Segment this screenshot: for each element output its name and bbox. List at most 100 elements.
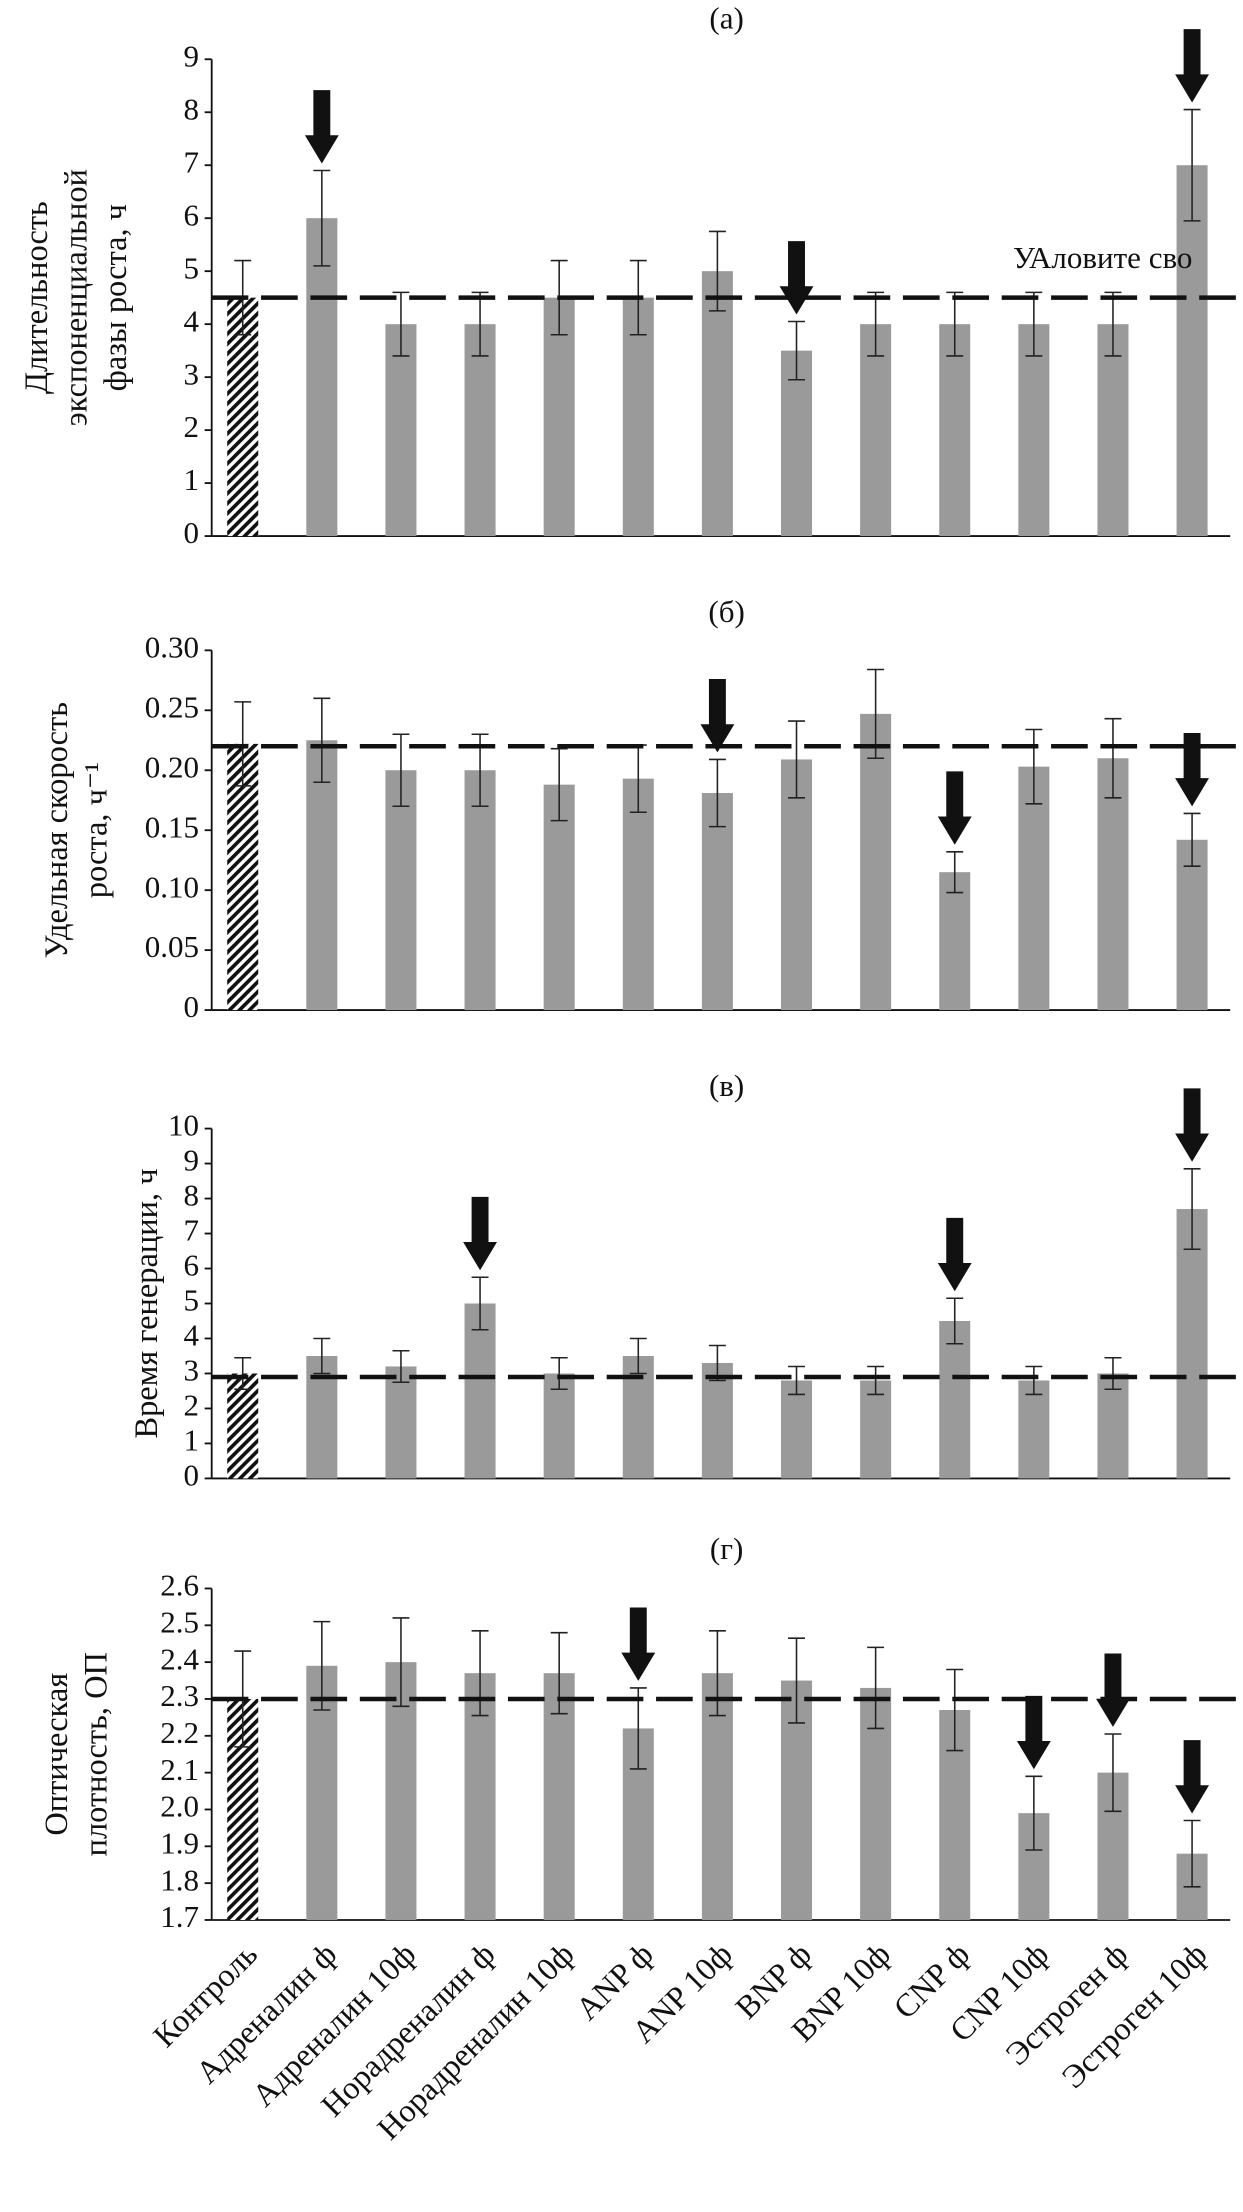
bar: [306, 218, 338, 537]
y-tick-label: 2.6: [160, 1568, 199, 1603]
bar: [860, 324, 892, 537]
error-bar: [313, 1620, 331, 1711]
y-tick-label: 9: [183, 38, 199, 73]
error-bar: [788, 1637, 805, 1724]
bar: [622, 1355, 654, 1479]
y-axis-label: плотность, ОП: [78, 1652, 114, 1856]
bar: [385, 324, 417, 537]
y-tick-label: 6: [183, 1248, 199, 1283]
bar: [385, 1366, 417, 1479]
error-bar: [708, 758, 726, 828]
arrow: [304, 90, 339, 164]
y-tick-label: 0.30: [145, 629, 199, 664]
error-bar: [946, 1297, 964, 1345]
y-tick-label: 5: [183, 250, 199, 285]
y-tick-label: 0.25: [145, 689, 199, 724]
y-axis-label: фазы роста, ч: [98, 204, 134, 391]
error-bar: [313, 169, 331, 267]
error-bar: [1183, 812, 1201, 867]
y-axis-label: роста, ч⁻¹: [78, 762, 114, 898]
y-axis-label: Длительность: [19, 201, 55, 394]
y-tick-label: 1.7: [160, 1899, 199, 1934]
y-tick-label: 0: [183, 989, 199, 1024]
error-bar: [1104, 1733, 1122, 1813]
bar: [1097, 1373, 1129, 1479]
error-bar: [1104, 291, 1122, 357]
error-bar: [1025, 1775, 1043, 1851]
bar: [1018, 324, 1050, 537]
y-tick-label: 2.2: [160, 1715, 199, 1750]
error-bar: [629, 1337, 647, 1375]
bar: [464, 1303, 496, 1479]
y-tick-label: 1.8: [160, 1862, 199, 1897]
y-tick-label: 1.9: [160, 1825, 199, 1860]
y-tick-label: 10: [168, 1108, 199, 1143]
error-bar: [1183, 108, 1201, 222]
y-tick-label: 0: [183, 515, 199, 550]
y-tick-label: 2: [183, 1388, 199, 1423]
bar: [227, 297, 259, 537]
error-bar: [392, 1349, 410, 1383]
arrow: [621, 1607, 656, 1681]
error-bar: [550, 747, 568, 822]
error-bar: [313, 1337, 331, 1375]
bar: [1018, 1380, 1050, 1479]
error-bar: [788, 720, 805, 799]
error-bar: [867, 1646, 885, 1730]
arrow: [937, 771, 972, 845]
error-bar: [1183, 1168, 1201, 1251]
error-bar: [1025, 1365, 1043, 1396]
error-bar: [788, 320, 805, 381]
bar: [860, 713, 892, 1011]
y-tick-label: 6: [183, 197, 199, 232]
y-tick-label: 0.10: [145, 869, 199, 904]
y-axis-label: Удельная скорость: [39, 702, 75, 958]
error-bar: [471, 291, 489, 357]
bar: [306, 1355, 338, 1479]
y-tick-label: 8: [183, 91, 199, 126]
error-bar: [1183, 1819, 1201, 1888]
panel-title: (б): [708, 594, 744, 629]
bar: [1018, 766, 1050, 1011]
bar: [1176, 1209, 1208, 1479]
y-tick-label: 2.1: [160, 1752, 199, 1787]
annotation: УАловите сво: [1013, 240, 1192, 275]
y-tick-label: 3: [183, 356, 199, 391]
y-tick-label: 2: [183, 409, 199, 444]
bar: [701, 1362, 733, 1479]
error-bar: [1104, 717, 1122, 799]
bar: [939, 872, 971, 1011]
error-bar: [946, 851, 964, 894]
y-axis-label: Оптическая: [39, 1673, 75, 1836]
bar: [939, 324, 971, 537]
bar: [860, 1380, 892, 1479]
y-tick-label: 1: [183, 462, 199, 497]
bar: [543, 1373, 575, 1479]
arrow: [463, 1196, 497, 1271]
y-tick-label: 3: [183, 1353, 199, 1388]
y-tick-label: 8: [183, 1178, 199, 1213]
y-tick-label: 5: [183, 1283, 199, 1318]
panel-title: (г): [710, 1531, 743, 1566]
error-bar: [946, 1668, 964, 1752]
arrow: [779, 241, 814, 315]
error-bar: [392, 1617, 410, 1708]
error-bar: [946, 291, 964, 357]
y-tick-label: 2.3: [160, 1678, 199, 1713]
bar: [1176, 165, 1208, 537]
arrow: [1175, 733, 1210, 807]
bar: [780, 1380, 813, 1479]
y-axis-label: Время генерации, ч: [129, 1168, 165, 1438]
error-bar: [234, 1356, 252, 1390]
arrow: [1175, 29, 1210, 103]
error-bar: [313, 697, 331, 784]
error-bar: [392, 733, 410, 807]
arrow: [1096, 1653, 1130, 1727]
error-bar: [471, 1276, 489, 1331]
bar: [385, 770, 417, 1011]
y-tick-label: 0.20: [145, 749, 199, 784]
y-axis-label: экспоненциальной: [59, 169, 95, 426]
bar: [1097, 758, 1129, 1011]
arrow: [1175, 1088, 1210, 1162]
